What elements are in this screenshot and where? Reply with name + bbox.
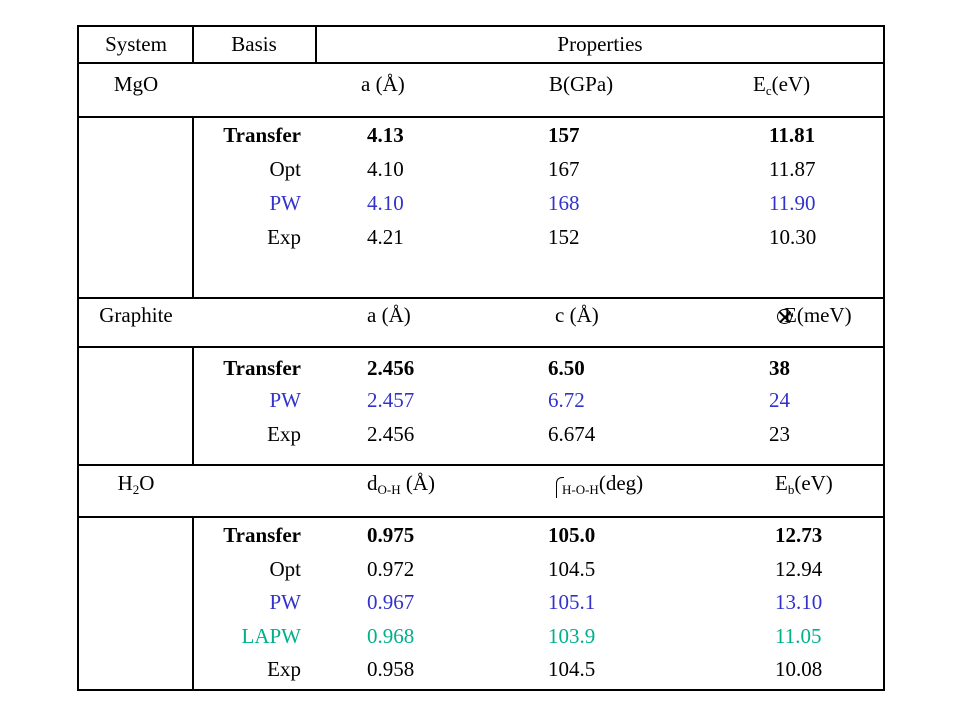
header-system: System: [105, 32, 167, 56]
graphite-b-transfer: 6.50: [548, 356, 585, 380]
h2o-system-sub: 2: [132, 482, 140, 497]
mgo-b-exp: 152: [548, 225, 580, 249]
graphite-col-c-text: E(meV): [784, 303, 852, 327]
h2o-system-label: H2O: [117, 471, 155, 497]
rule-mgo-head: [77, 116, 885, 118]
col-rule-system: [192, 25, 194, 63]
rule-h2o-head: [77, 516, 885, 518]
h2o-c-exp: 10.08: [775, 657, 823, 681]
h2o-b-pw: 105.1: [548, 590, 596, 614]
table-frame: [77, 25, 885, 691]
mgo-col-c-header: Ec(eV): [753, 72, 811, 98]
mgo-b-opt: 167: [548, 157, 580, 181]
h2o-basis-lapw: LAPW: [241, 624, 302, 648]
graphite-b-pw: 6.72: [548, 388, 585, 412]
mgo-system-label: MgO: [113, 72, 159, 96]
h2o-c-pw: 13.10: [775, 590, 823, 614]
header-basis: Basis: [231, 32, 277, 56]
rule-header: [77, 62, 885, 64]
mgo-a-opt: 4.10: [367, 157, 404, 181]
graphite-a-pw: 2.457: [367, 388, 415, 412]
h2o-col-a-rest: (Å): [400, 471, 436, 495]
h2o-b-lapw: 103.9: [548, 624, 596, 648]
h2o-col-a-header: dO-H (Å): [367, 471, 436, 497]
graphite-basis-exp: Exp: [267, 422, 301, 446]
rule-graphite-head: [77, 346, 885, 348]
angle-icon: [556, 477, 564, 498]
h2o-basis-transfer: Transfer: [223, 523, 301, 547]
graphite-col-c-header: E(meV): [777, 303, 852, 327]
mgo-a-pw: 4.10: [367, 191, 404, 215]
graphite-c-transfer: 38: [769, 356, 790, 380]
mgo-a-transfer: 4.13: [367, 123, 404, 147]
mgo-b-pw: 168: [548, 191, 580, 215]
h2o-c-transfer: 12.73: [775, 523, 823, 547]
h2o-a-opt: 0.972: [367, 557, 415, 581]
h2o-a-pw: 0.967: [367, 590, 415, 614]
col-rule-graphite: [192, 346, 194, 465]
mgo-col-b-header: B(GPa): [549, 72, 614, 96]
h2o-col-c-rest: (eV): [794, 471, 833, 495]
mgo-basis-opt: Opt: [269, 157, 302, 181]
h2o-a-lapw: 0.968: [367, 624, 415, 648]
h2o-col-c-main: E: [775, 471, 788, 495]
graphite-system-label: Graphite: [99, 303, 173, 327]
col-rule-mgo: [192, 116, 194, 298]
h2o-col-b-header: H-O-H(deg): [556, 471, 643, 498]
h2o-col-b-rest: (deg): [598, 471, 644, 495]
col-rule-h2o: [192, 516, 194, 691]
graphite-c-exp: 23: [769, 422, 790, 446]
h2o-c-opt: 12.94: [775, 557, 823, 581]
h2o-b-transfer: 105.0: [548, 523, 596, 547]
graphite-c-pw: 24: [769, 388, 790, 412]
h2o-a-exp: 0.958: [367, 657, 415, 681]
graphite-basis-transfer: Transfer: [223, 356, 301, 380]
mgo-col-a-header: a (Å): [361, 72, 405, 96]
h2o-col-c-header: Eb(eV): [775, 471, 833, 497]
h2o-b-exp: 104.5: [548, 657, 596, 681]
mgo-basis-pw: PW: [269, 191, 302, 215]
mgo-a-exp: 4.21: [367, 225, 404, 249]
graphite-b-exp: 6.674: [548, 422, 596, 446]
h2o-a-transfer: 0.975: [367, 523, 415, 547]
mgo-col-c-sub: c: [765, 83, 772, 98]
mgo-col-c-main: E: [753, 72, 766, 96]
mgo-c-exp: 10.30: [769, 225, 817, 249]
h2o-col-a-sub: O-H: [377, 482, 401, 497]
h2o-basis-opt: Opt: [269, 557, 302, 581]
mgo-c-pw: 11.90: [769, 191, 816, 215]
h2o-col-c-sub: b: [787, 482, 795, 497]
rule-graphite-top: [77, 297, 885, 299]
h2o-col-a-main: d: [367, 471, 378, 495]
graphite-col-a-header: a (Å): [367, 303, 411, 327]
circled-x-icon: [777, 309, 792, 324]
h2o-system-main: H: [117, 471, 133, 495]
col-rule-basis-header: [315, 25, 317, 63]
mgo-c-transfer: 11.81: [769, 123, 816, 147]
h2o-basis-exp: Exp: [267, 657, 301, 681]
mgo-col-c-rest: (eV): [771, 72, 811, 96]
graphite-a-exp: 2.456: [367, 422, 415, 446]
graphite-a-transfer: 2.456: [367, 356, 415, 380]
h2o-col-b-sub: H-O-H: [562, 482, 599, 497]
h2o-c-lapw: 11.05: [775, 624, 822, 648]
header-properties: Properties: [557, 32, 643, 56]
h2o-system-rest: O: [139, 471, 155, 495]
graphite-basis-pw: PW: [269, 388, 302, 412]
h2o-basis-pw: PW: [269, 590, 302, 614]
mgo-basis-transfer: Transfer: [223, 123, 301, 147]
h2o-b-opt: 104.5: [548, 557, 596, 581]
mgo-c-opt: 11.87: [769, 157, 816, 181]
rule-h2o-top: [77, 464, 885, 466]
mgo-basis-exp: Exp: [267, 225, 301, 249]
mgo-b-transfer: 157: [548, 123, 580, 147]
graphite-col-b-header: c (Å): [555, 303, 599, 327]
